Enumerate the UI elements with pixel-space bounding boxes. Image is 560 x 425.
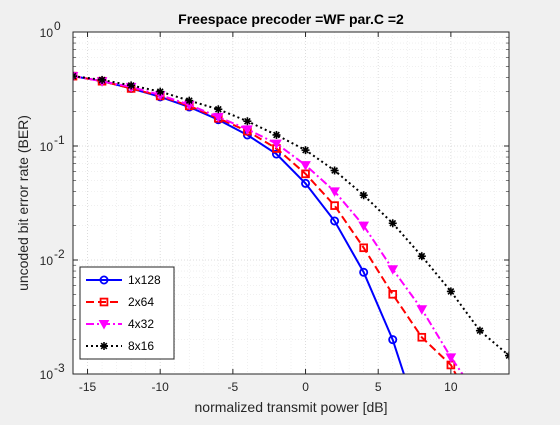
chart-title: Freespace precoder =WF par.C =2 — [178, 11, 404, 27]
square-marker — [388, 290, 398, 299]
asterisk-marker — [243, 117, 252, 126]
asterisk-stroke — [505, 352, 509, 357]
asterisk-marker — [73, 72, 77, 81]
asterisk-marker — [272, 130, 281, 139]
legend-label: 1x128 — [128, 273, 161, 287]
legend-label: 4x32 — [128, 317, 154, 331]
asterisk-stroke — [127, 82, 135, 89]
triangle-marker — [416, 305, 428, 315]
legend-item: 8x16 — [86, 339, 154, 353]
legend: 1x128 2x64 4x32 8x16 — [79, 266, 175, 360]
legend-box — [79, 266, 175, 360]
asterisk-marker — [301, 146, 310, 155]
axis-ticks — [73, 31, 509, 375]
x-tick-label: -5 — [228, 380, 239, 394]
x-tick-label: 10 — [444, 380, 458, 394]
asterisk-stroke — [98, 76, 106, 84]
asterisk-stroke — [476, 327, 484, 335]
asterisk-marker — [185, 96, 194, 105]
asterisk-stroke — [73, 72, 77, 78]
triangle-marker — [329, 187, 340, 197]
square-marker — [99, 297, 109, 307]
x-tick-label: -15 — [79, 380, 97, 394]
asterisk-marker — [98, 75, 107, 84]
asterisk-stroke — [214, 105, 222, 113]
square-marker — [330, 201, 339, 210]
series-line — [73, 75, 509, 357]
triangle-marker — [475, 396, 484, 404]
asterisk-marker — [127, 81, 136, 90]
asterisk-marker — [475, 326, 484, 335]
square-marker — [477, 416, 484, 420]
x-tick-label: -10 — [152, 380, 170, 394]
triangle-marker — [300, 161, 311, 171]
asterisk-stroke — [360, 191, 368, 199]
asterisk-stroke — [73, 75, 77, 80]
asterisk-stroke — [389, 219, 397, 227]
triangle-marker — [358, 221, 370, 232]
series-layer — [73, 71, 509, 420]
y-axis-label: uncoded bit error rate (BER) — [15, 115, 31, 291]
axes-box — [72, 31, 510, 375]
asterisk-marker — [505, 351, 509, 360]
y-tick-label: 10 — [40, 26, 54, 40]
legend-label: 8x16 — [128, 339, 154, 353]
asterisk-marker — [214, 105, 223, 114]
square-marker — [359, 243, 368, 253]
legend-item: 2x64 — [86, 295, 154, 309]
asterisk-marker — [359, 191, 368, 200]
y-tick-label: 10 — [40, 254, 54, 268]
circle-marker — [99, 275, 109, 285]
circle-marker — [359, 267, 369, 277]
asterisk-stroke — [505, 354, 509, 359]
asterisk-marker — [330, 166, 339, 175]
y-tick-label: 10 — [40, 368, 54, 382]
x-tick-label: 0 — [302, 380, 309, 394]
asterisk-stroke — [418, 252, 426, 260]
asterisk-stroke — [331, 167, 338, 174]
circle-marker — [301, 178, 311, 188]
x-tick-labels: -15 -10 -5 0 5 10 — [79, 380, 458, 394]
y-tick-exponent: 0 — [54, 19, 61, 33]
asterisk-stroke — [156, 88, 164, 96]
x-tick-label: 5 — [375, 380, 382, 394]
asterisk-stroke — [302, 146, 309, 154]
asterisk-marker — [100, 342, 108, 350]
asterisk-marker — [417, 252, 426, 261]
series-8x16 — [73, 72, 509, 360]
asterisk-marker — [388, 219, 397, 228]
triangle-marker — [98, 320, 110, 330]
asterisk-marker — [446, 287, 455, 296]
triangle-marker — [445, 353, 457, 363]
y-tick-exponent: -3 — [54, 361, 65, 375]
y-tick-exponent: -1 — [54, 133, 65, 147]
legend-item: 4x32 — [86, 317, 154, 331]
asterisk-stroke — [273, 131, 280, 139]
triangle-marker — [212, 112, 224, 123]
circle-marker — [271, 149, 281, 159]
x-axis-label: normalized transmit power [dB] — [195, 399, 388, 415]
asterisk-stroke — [244, 117, 251, 125]
asterisk-stroke — [447, 288, 455, 295]
legend-label: 2x64 — [128, 295, 154, 309]
asterisk-stroke — [185, 97, 193, 105]
circle-marker — [330, 216, 340, 226]
triangle-marker — [271, 139, 282, 150]
square-marker — [417, 332, 427, 342]
triangle-marker — [242, 125, 253, 135]
triangle-marker — [387, 265, 399, 275]
asterisk-stroke — [100, 342, 108, 350]
y-tick-label: 10 — [40, 140, 54, 154]
asterisk-marker — [156, 87, 165, 96]
legend-item: 1x128 — [86, 273, 161, 287]
circle-marker — [388, 335, 398, 345]
y-tick-exponent: -2 — [54, 247, 65, 261]
